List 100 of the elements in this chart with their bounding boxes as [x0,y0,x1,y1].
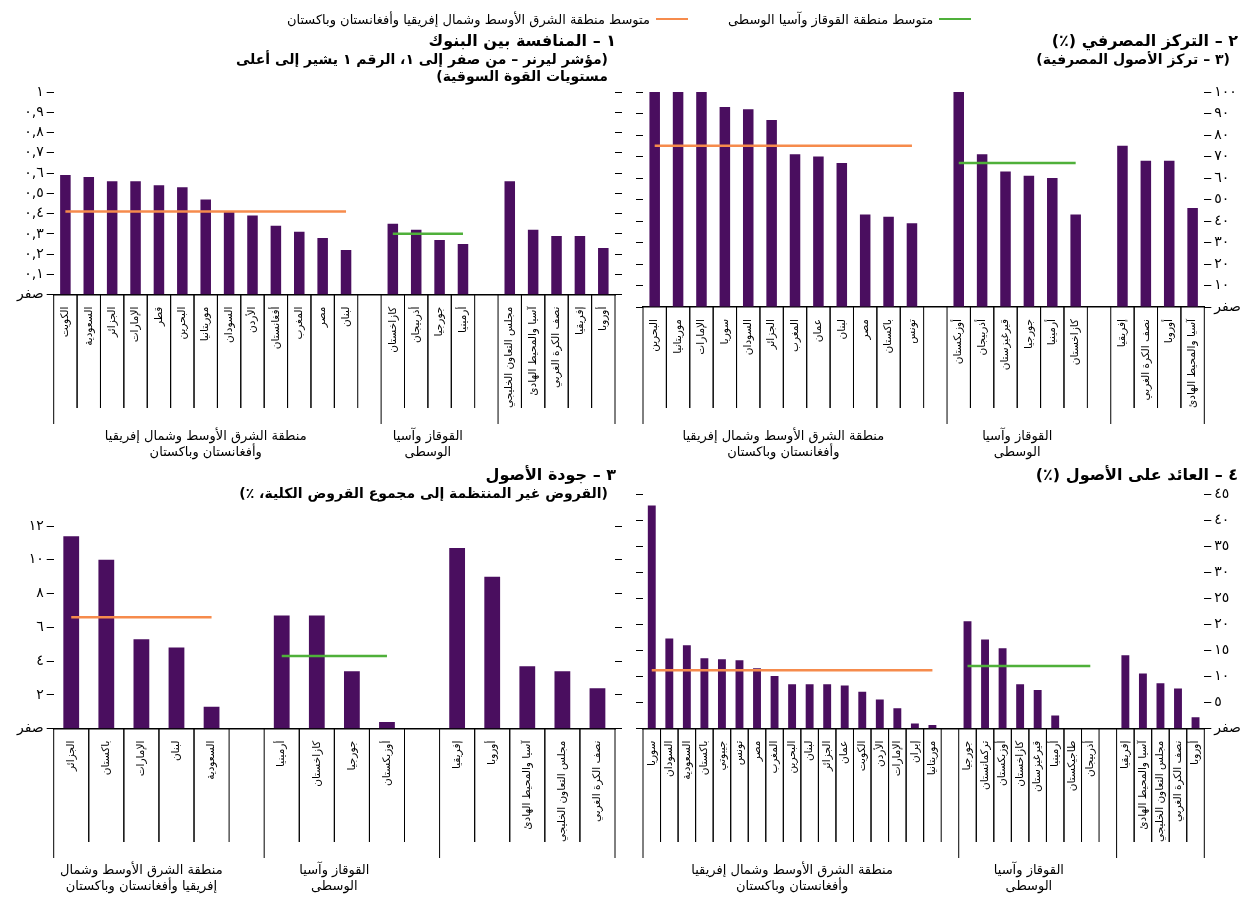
chart-title: ٢ – التركز المصرفي (٪) [1051,31,1239,52]
x-tick-label: الكويت [58,306,72,338]
x-tick-label: إفريقيا [1115,318,1129,348]
x-tick-label: المغرب [292,306,305,340]
x-tick-label: البحرين [175,306,189,340]
y2-tick-label: ٥ [1214,693,1222,710]
x-tick-label: سوريا [644,740,658,767]
x-tick-label: الجزائر [63,740,77,772]
bar [1000,171,1011,307]
y-tick-label: ٠,١ [24,265,44,282]
text: منطقة الشرق الأوسط وشمال إفريقيا وأفغانستان وباكستان [682,426,885,460]
y2-tick-label: ٤٥ [1214,484,1230,501]
x-tick-label: نصف الكرة الغربي [549,306,563,389]
x-tick-label: مصر [749,740,763,763]
x-tick-label: إفريقيا [449,740,463,769]
bar [649,92,660,307]
bar [484,576,501,729]
y2-tick-label: ٦٠ [1214,168,1230,185]
x-tick-label: عمان [811,319,824,343]
y-tick-label: ٠,٩ [24,102,44,119]
bar [340,250,352,295]
bar [717,659,726,729]
x-tick-label: البحرين [647,319,661,352]
bar [589,688,606,729]
bar [672,92,684,307]
bar [928,725,937,729]
x-tick-label: السودان [662,740,676,777]
x-tick-label: نصف الكرة الغربي [590,740,604,823]
bar [981,639,989,729]
x-tick-label: موريتانيا [925,740,939,776]
bar [719,107,731,307]
bar [906,223,918,307]
bar [665,638,674,729]
x-tick-label: لبنان [802,740,815,762]
chart-subtitle: (٣ – تركز الأصول المصرفية) [1036,50,1230,68]
text: منطقة الشرق الأوسط وشمال إفريقيا وأفغانستان وباكستان [60,860,223,894]
bar [1138,673,1147,729]
bar [60,175,71,295]
y2-tick-label: ٥٠ [1214,190,1230,207]
x-tick-label: أرمينيا [454,306,469,333]
bar [519,666,536,729]
x-tick-label: الأردن [245,306,259,334]
bar [770,675,779,729]
x-tick-label: تونس [732,740,746,766]
bar [840,685,849,729]
x-tick-label: أوروبا [1160,318,1175,344]
bar [766,119,777,307]
bar [753,668,761,729]
bar [696,92,707,307]
x-tick-label: أذربيجان [973,318,988,356]
x-tick-label: السودان [740,319,754,356]
text: القوقاز وآسيا الوسطى [392,426,463,460]
y2-tick-label: ١٠٠ [1214,82,1237,99]
bar [308,615,325,729]
x-tick-label: آسيا والمحيط الهادئ [1135,739,1149,830]
y2-tick-label: ٣٠ [1214,562,1230,579]
y2-tick-label: ٢٥ [1214,588,1230,605]
x-tick-label: آسيا والمحيط الهادئ [520,739,534,830]
chart-subtitle: (القروض غير المنتظمة إلى مجموع القروض الكلية، ٪) [239,484,608,502]
bar [344,671,360,729]
bar [823,684,832,729]
x-tick-label: الجزائر [819,740,833,772]
bar [1033,690,1042,729]
x-tick-label: الأردن [872,740,886,768]
bar [805,684,814,729]
bar [153,185,165,295]
x-tick-label: جورجيا [960,740,974,771]
y2-tick-label: صفر [1213,297,1242,315]
bar [910,723,919,729]
x-tick-label: موريتانيا [198,306,212,342]
x-tick-label: إيران [907,740,921,763]
x-tick-label: الإمارات [134,740,148,777]
y2-tick-label: ٤٠ [1214,510,1230,527]
y-tick-label: ٨ [36,584,45,601]
y2-tick-label: ١٥ [1214,641,1230,658]
x-tick-label: أفغانستان [267,306,281,350]
x-tick-label: الإمارات [694,319,708,355]
x-tick-label: مصر [857,319,871,341]
chart-title: ٤ – العائد على الأصول (٪) [1035,465,1238,485]
y-tick-label: صفر [15,285,44,303]
chart-title: ١ – المنافسة بين البنوك [428,31,616,51]
bar [106,181,118,295]
bar [953,92,964,307]
y2-tick-label: ٢٠ [1214,615,1230,632]
bar [836,162,848,307]
bar [270,225,282,295]
bar [1016,684,1025,729]
y2-tick-label: صفر [1213,719,1242,737]
x-tick-label: نصف الكرة الغربي [1138,319,1152,401]
x-tick-label: باكستان [99,740,112,776]
y-tick-label: ٠,٧ [24,143,45,160]
y2-tick-label: ٤٠ [1214,211,1230,228]
bar [527,229,539,295]
bar [434,239,445,295]
x-tick-label: أذربيجان [1082,740,1097,778]
bar [788,684,797,729]
x-tick-label: نصف الكرة الغربي [1170,740,1184,823]
x-tick-label: باكستان [881,319,894,354]
y-tick-label: ٠,٨ [24,123,45,140]
x-tick-label: طاجيكستان [1065,740,1078,792]
